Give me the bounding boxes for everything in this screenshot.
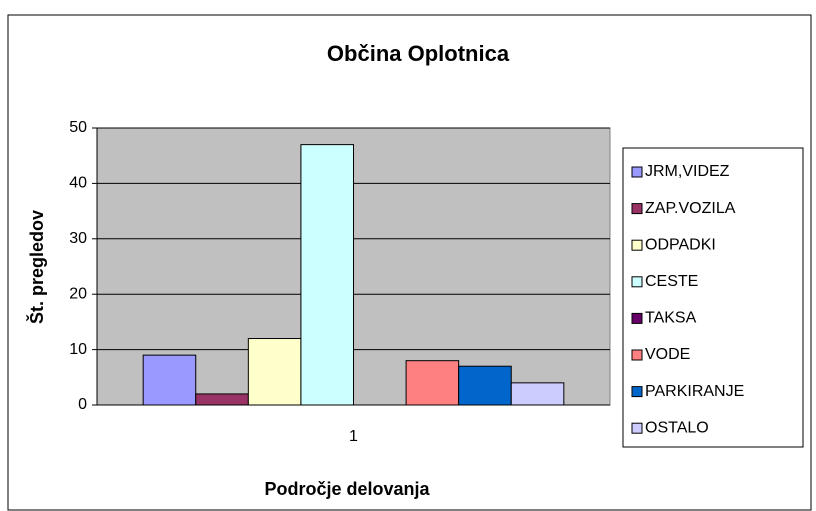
bar bbox=[510, 382, 565, 406]
legend-frame bbox=[622, 147, 804, 448]
legend-label: ODPADKI bbox=[645, 236, 716, 253]
legend-label: OSTALO bbox=[645, 419, 709, 436]
bar bbox=[405, 360, 460, 406]
legend-swatch bbox=[631, 386, 643, 398]
x-axis-title: Področje delovanja bbox=[264, 479, 430, 499]
chart-title: Občina Oplotnica bbox=[327, 41, 510, 66]
legend-swatch bbox=[631, 239, 643, 251]
legend-swatch bbox=[631, 422, 643, 434]
bar bbox=[247, 338, 302, 406]
legend-swatch bbox=[631, 349, 643, 361]
y-axis-title: Št. pregledov bbox=[26, 210, 47, 324]
bar bbox=[458, 365, 512, 406]
bar bbox=[142, 354, 197, 406]
y-tick-label: 20 bbox=[69, 285, 87, 302]
legend-swatch bbox=[631, 203, 643, 215]
legend-swatch bbox=[631, 276, 643, 288]
y-tick-label: 10 bbox=[69, 341, 87, 358]
legend-label: JRM,VIDEZ bbox=[645, 163, 730, 180]
y-tick-label: 50 bbox=[69, 119, 87, 136]
legend-swatch bbox=[631, 312, 643, 324]
bar bbox=[195, 393, 249, 406]
y-tick-label: 40 bbox=[69, 175, 87, 192]
legend-label: TAKSA bbox=[645, 310, 697, 327]
legend-swatch bbox=[631, 166, 643, 178]
legend-label: VODE bbox=[645, 346, 690, 363]
legend-label: ZAP.VOZILA bbox=[645, 200, 736, 217]
y-tick-label: 30 bbox=[69, 230, 87, 247]
legend-label: CESTE bbox=[645, 273, 698, 290]
x-tick-label: 1 bbox=[349, 428, 358, 445]
legend-label: PARKIRANJE bbox=[645, 383, 744, 400]
y-tick-label: 0 bbox=[78, 396, 87, 413]
bar bbox=[300, 144, 355, 406]
